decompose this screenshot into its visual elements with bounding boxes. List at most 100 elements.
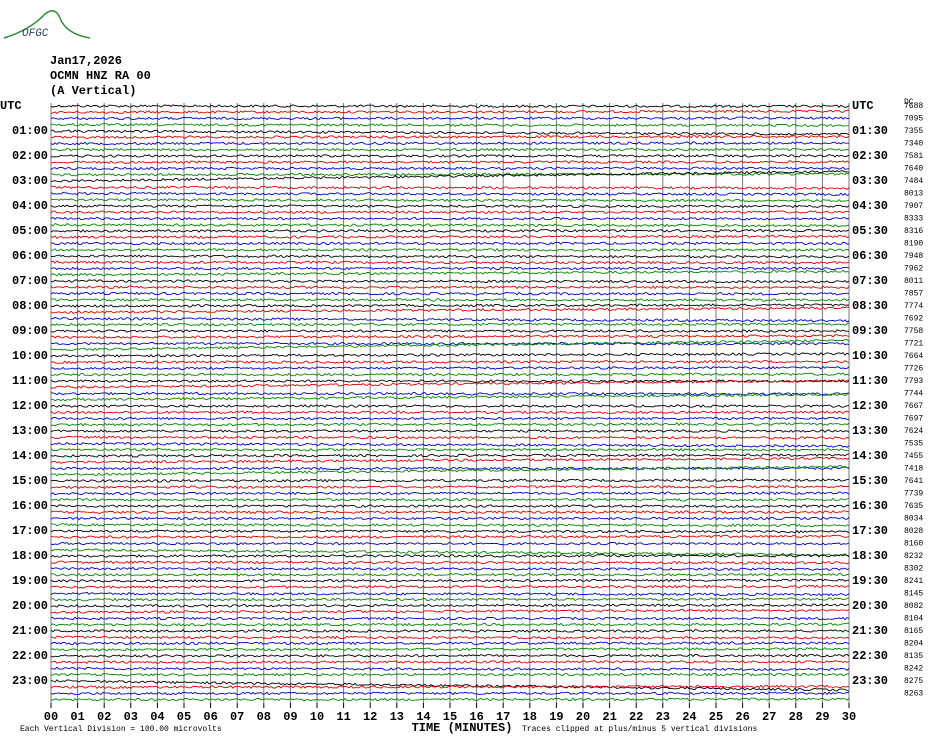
right-time-label: 21:30 [852,624,888,638]
trace [50,379,850,389]
x-tick-label: 04 [150,710,164,724]
trace [50,316,850,323]
right-time-label: 18:30 [852,549,888,563]
trace-count: 7721 [904,340,923,349]
left-time-label: 01:00 [12,124,48,138]
trace-count: 7744 [904,390,923,399]
trace [50,334,850,339]
trace-count: 8034 [904,515,923,524]
trace-count: 8011 [904,277,923,286]
trace [50,622,850,627]
trace [50,608,850,614]
right-time-label: 10:30 [852,349,888,363]
component: (A Vertical) [50,84,136,98]
trace [51,254,850,259]
trace-count: 8082 [904,602,923,611]
trace [50,616,850,621]
trace [50,410,850,415]
left-time-label: 14:00 [12,449,48,463]
x-tick-label: 05 [177,710,191,724]
trace-count: 7907 [904,202,923,211]
trace [50,441,850,448]
trace [50,491,850,496]
x-tick-label: 27 [762,710,776,724]
left-time-label: 16:00 [12,499,48,513]
trace-count: 7697 [904,415,923,424]
right-time-label: UTC [852,99,874,113]
scale-note: Each Vertical Division = 100.00 microvol… [20,725,222,734]
trace [50,629,850,633]
right-time-label: 08:30 [852,299,888,313]
trace [50,154,850,158]
trace [50,391,850,396]
left-time-label: 21:00 [12,624,48,638]
trace [50,372,850,377]
trace [50,679,850,692]
x-tick-label: 07 [230,710,244,724]
trace [50,241,850,246]
trace-count: 8145 [904,590,923,599]
trace-count: 8028 [904,527,923,536]
trace-count: 7640 [904,165,923,174]
x-tick-label: 29 [815,710,829,724]
corner-label: DC [904,98,914,107]
right-time-label: 01:30 [852,124,888,138]
trace-count: 7095 [904,115,923,124]
right-time-label: 02:30 [852,149,888,163]
trace [50,223,850,228]
trace [50,510,850,515]
trace [50,285,850,290]
right-time-label: 09:30 [852,324,888,338]
trace [50,453,850,458]
trace-count: 7484 [904,177,923,186]
trace [50,228,850,233]
trace [51,198,850,203]
right-time-label: 23:30 [852,674,888,688]
trace [50,341,850,346]
trace-count: 7948 [904,252,923,261]
trace [50,104,850,108]
x-tick-label: 11 [336,710,350,724]
x-tick-label: 00 [44,710,58,724]
x-tick-label: 30 [842,710,856,724]
trace-count: 8135 [904,652,923,661]
x-tick-label: 22 [629,710,643,724]
x-tick-label: 13 [390,710,404,724]
right-time-label: 17:30 [852,524,888,538]
trace [50,141,849,146]
right-time-label: 05:30 [852,224,888,238]
trace-count: 8316 [904,227,923,236]
trace [50,298,850,302]
trace [50,523,850,528]
trace-count: 7962 [904,265,923,274]
trace [50,541,850,546]
trace [50,123,849,128]
trace-count: 7355 [904,127,923,136]
trace-count: 7455 [904,452,923,461]
trace-count: 8204 [904,640,923,649]
trace [50,210,850,214]
trace [50,529,850,534]
trace [50,170,850,183]
trace-count: 7624 [904,427,923,436]
trace [50,216,850,221]
trace [50,393,850,402]
left-time-label: 07:00 [12,274,48,288]
left-time-label: 17:00 [12,524,48,538]
trace-count: 8302 [904,565,923,574]
left-time-label: 08:00 [12,299,48,313]
trace [50,191,850,197]
trace [50,534,850,539]
trace [50,134,850,139]
trace-count: 8263 [904,690,923,699]
trace-count: 7857 [904,290,923,299]
right-time-label: 11:30 [852,374,888,388]
trace-count: 8333 [904,215,923,224]
trace [50,447,850,452]
trace [50,516,850,521]
trace [50,422,850,427]
x-tick-label: 14 [416,710,430,724]
trace-count: 7641 [904,477,923,486]
left-time-label: 05:00 [12,224,48,238]
